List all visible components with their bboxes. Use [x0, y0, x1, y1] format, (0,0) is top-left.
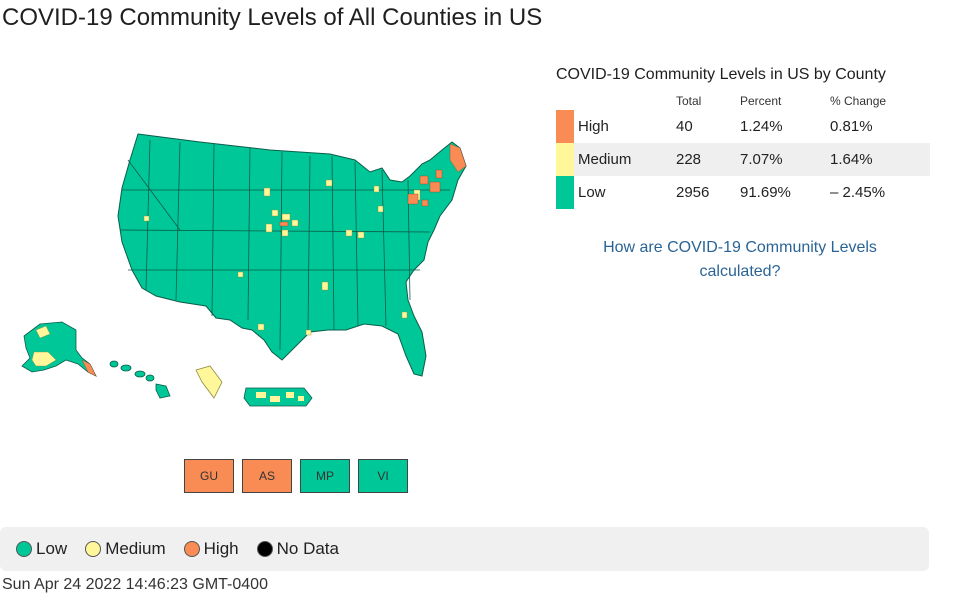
- low-swatch: [556, 176, 574, 209]
- row-percent: 7.07%: [740, 151, 783, 168]
- row-level: Medium: [578, 151, 632, 168]
- medium-swatch: [556, 143, 574, 176]
- legend-low[interactable]: Low: [16, 539, 67, 559]
- territory-gu-button[interactable]: GU: [184, 459, 234, 493]
- timestamp: Sun Apr 24 2022 14:46:23 GMT-0400: [2, 576, 268, 593]
- summary-header: Total Percent % Change: [556, 92, 930, 110]
- medium-dot-icon: [85, 541, 102, 557]
- territory-mp-button[interactable]: MP: [300, 459, 350, 493]
- territory-buttons: GU AS MP VI: [184, 459, 408, 493]
- row-percent: 91.69%: [740, 184, 791, 201]
- legend-no-data[interactable]: No Data: [256, 539, 339, 559]
- calc-link-line1: How are COVID-19 Community Levels: [603, 239, 877, 256]
- row-change: 1.64%: [830, 151, 873, 168]
- header-change: % Change: [830, 94, 887, 108]
- summary-row-low: Low 2956 91.69% – 2.45%: [556, 176, 930, 209]
- high-swatch: [556, 110, 574, 143]
- us-county-map[interactable]: [10, 120, 480, 420]
- header-percent: Percent: [740, 94, 782, 108]
- high-dot-icon: [183, 541, 200, 557]
- us-map-svg[interactable]: [10, 120, 480, 420]
- legend-medium-label: Medium: [105, 539, 166, 558]
- row-level: Low: [578, 184, 606, 201]
- high-counties: [279, 143, 467, 227]
- row-total: 228: [676, 151, 702, 168]
- legend-no-data-label: No Data: [276, 539, 339, 558]
- map-legend: Low Medium High No Data: [0, 527, 929, 571]
- row-level: High: [578, 118, 609, 135]
- territory-vi-button[interactable]: VI: [358, 459, 408, 493]
- header-total: Total: [676, 94, 702, 108]
- row-change: 0.81%: [830, 118, 873, 135]
- territory-as-button[interactable]: AS: [242, 459, 292, 493]
- hawaii-shape[interactable]: [109, 360, 171, 399]
- island-territory-shape[interactable]: [195, 365, 223, 399]
- summary-title: COVID-19 Community Levels in US by Count…: [556, 66, 886, 83]
- legend-low-label: Low: [36, 539, 68, 558]
- no-data-dot-icon: [256, 541, 273, 557]
- row-percent: 1.24%: [740, 118, 783, 135]
- low-dot-icon: [16, 541, 32, 557]
- row-change: – 2.45%: [830, 184, 886, 201]
- alaska-shape[interactable]: [21, 321, 97, 377]
- summary-table: COVID-19 Community Levels in US by Count…: [556, 66, 930, 209]
- row-total: 40: [676, 118, 693, 135]
- summary-row-high: High 40 1.24% 0.81%: [556, 110, 930, 143]
- puerto-rico-shape[interactable]: [243, 387, 313, 407]
- legend-high-label: High: [203, 539, 239, 558]
- legend-high[interactable]: High: [183, 539, 239, 559]
- legend-medium[interactable]: Medium: [85, 539, 166, 559]
- page-title: COVID-19 Community Levels of All Countie…: [2, 4, 543, 31]
- calculation-info-link[interactable]: How are COVID-19 Community Levels calcul…: [556, 236, 924, 284]
- row-total: 2956: [676, 184, 710, 201]
- summary-row-medium: Medium 228 7.07% 1.64%: [556, 143, 930, 176]
- contiguous-us-shape[interactable]: [117, 133, 467, 377]
- medium-counties: [143, 179, 421, 336]
- calc-link-line2: calculated?: [699, 263, 781, 280]
